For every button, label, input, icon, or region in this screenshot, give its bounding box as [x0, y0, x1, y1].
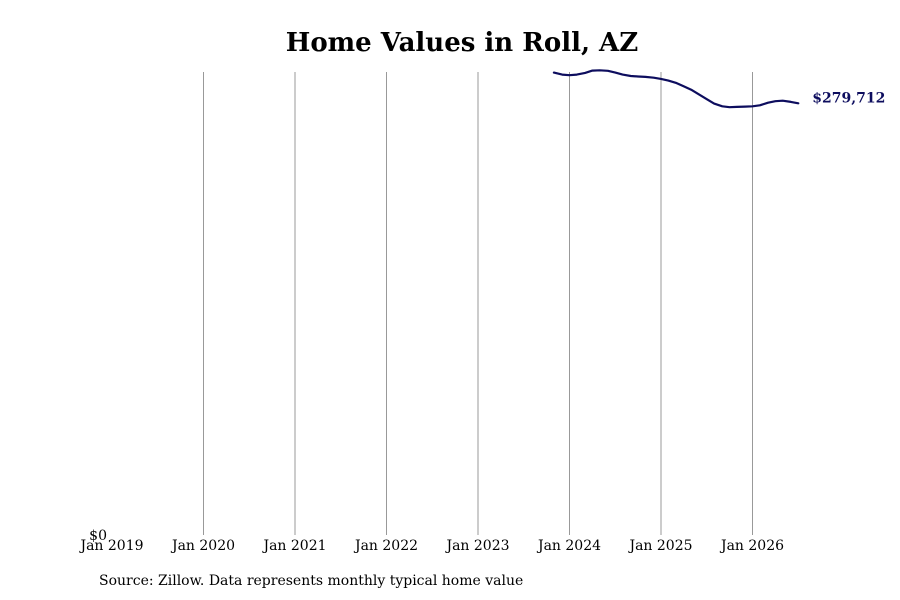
x-tick-label: Jan 2026: [719, 538, 784, 554]
x-tick-label: Jan 2020: [170, 538, 235, 554]
x-tick-label: Jan 2022: [353, 538, 418, 554]
line-layer: [552, 69, 800, 109]
end-value-label: $279,712: [812, 90, 885, 106]
x-tick-label: Jan 2024: [536, 538, 601, 554]
y-tick-label: $0: [89, 528, 107, 544]
grid-layer: [203, 72, 753, 535]
x-tick-label: Jan 2023: [444, 538, 509, 554]
series-line: [552, 69, 800, 109]
source-note: Source: Zillow. Data represents monthly …: [99, 573, 524, 589]
chart-title: Home Values in Roll, AZ: [285, 28, 639, 58]
x-tick-label: Jan 2021: [261, 538, 326, 554]
label-layer: Jan 2019 Jan 2020 Jan 2021 Jan 2022 Jan 2023…: [78, 90, 885, 554]
x-tick-label: Jan 2019: [78, 538, 143, 554]
x-tick-label: Jan 2025: [627, 538, 692, 554]
